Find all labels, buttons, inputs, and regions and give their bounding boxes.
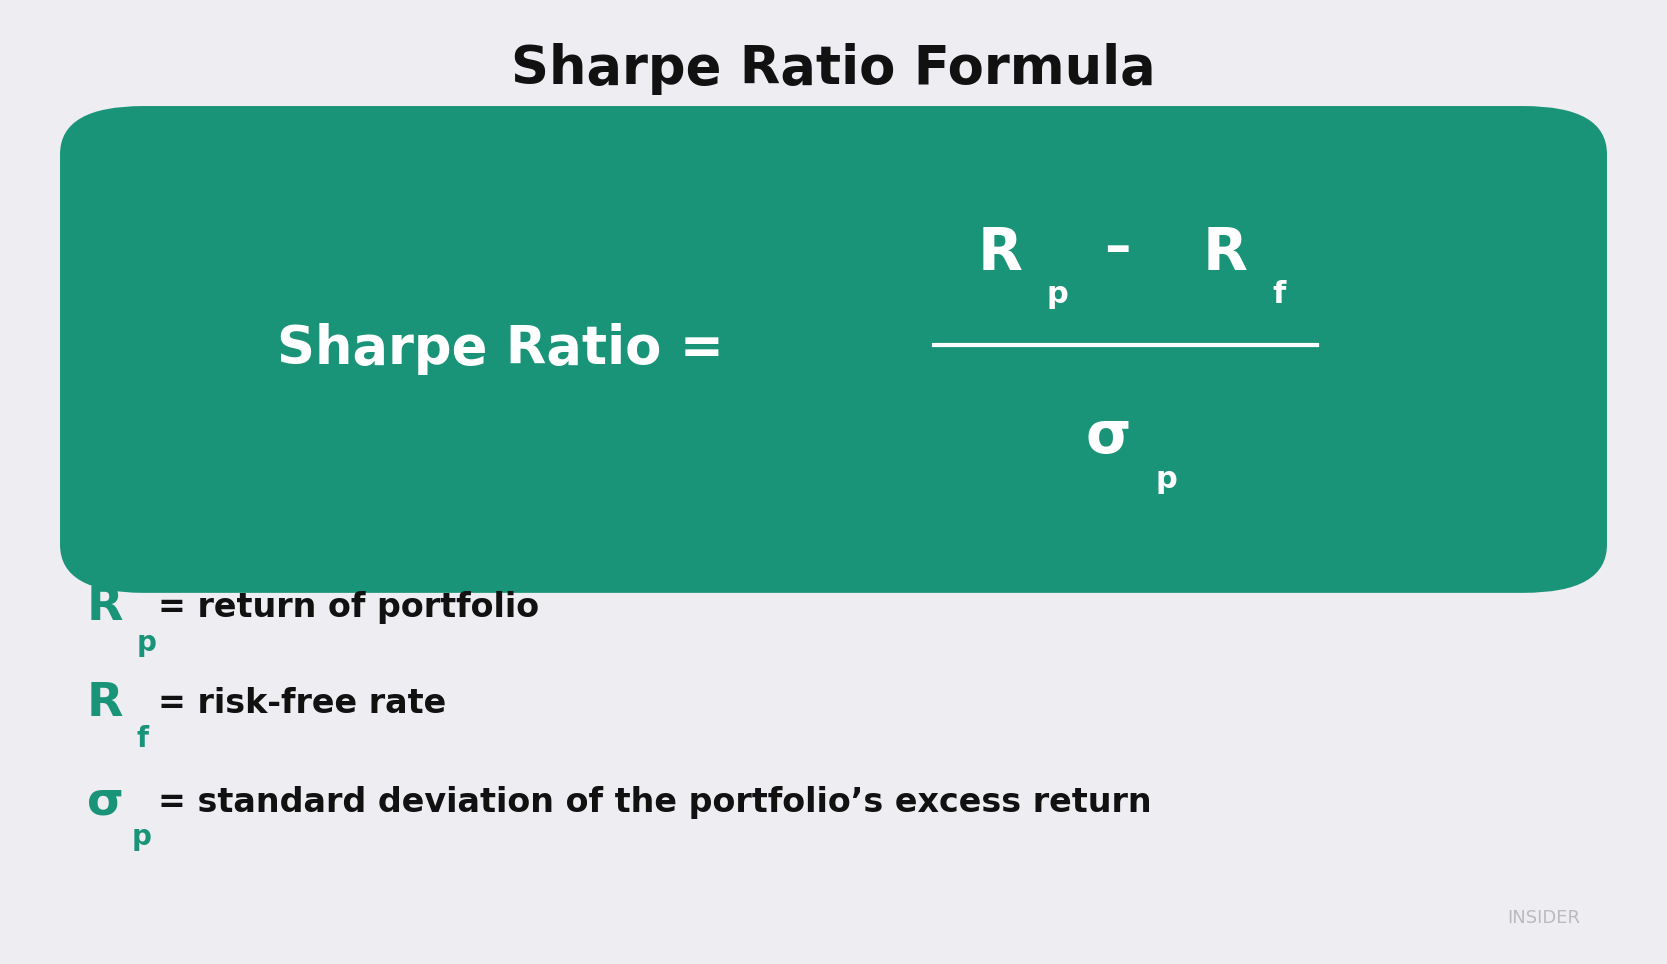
- Text: σ: σ: [87, 780, 123, 824]
- Text: σ: σ: [1085, 408, 1132, 465]
- Text: Sharpe Ratio =: Sharpe Ratio =: [277, 324, 723, 375]
- Text: R: R: [87, 585, 123, 629]
- Text: f: f: [137, 725, 148, 753]
- Text: = return of portfolio: = return of portfolio: [158, 591, 540, 624]
- Text: R: R: [87, 682, 123, 726]
- Text: f: f: [1272, 281, 1285, 309]
- Text: = risk-free rate: = risk-free rate: [158, 687, 447, 720]
- Text: = standard deviation of the portfolio’s excess return: = standard deviation of the portfolio’s …: [158, 786, 1152, 818]
- Text: p: p: [132, 823, 152, 851]
- Text: R: R: [979, 225, 1022, 281]
- Text: p: p: [1047, 281, 1069, 309]
- Text: p: p: [1155, 466, 1177, 495]
- FancyBboxPatch shape: [60, 106, 1607, 593]
- Text: Sharpe Ratio Formula: Sharpe Ratio Formula: [512, 43, 1155, 95]
- Text: INSIDER: INSIDER: [1507, 909, 1580, 927]
- Text: –: –: [1104, 223, 1130, 274]
- Text: p: p: [137, 629, 157, 656]
- Text: R: R: [1204, 225, 1247, 281]
